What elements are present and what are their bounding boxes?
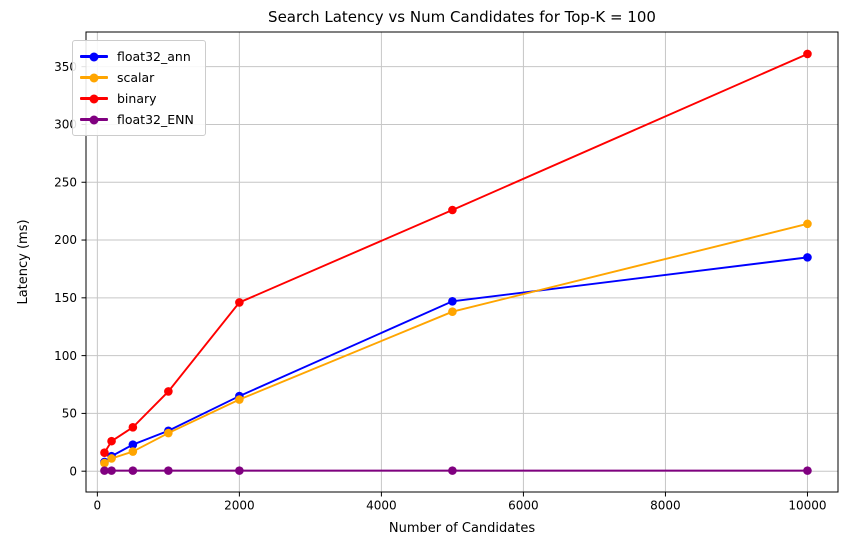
x-tick-label: 0 bbox=[94, 499, 102, 513]
legend-item-binary: binary bbox=[80, 88, 194, 109]
data-point-float32_ENN bbox=[235, 466, 244, 475]
data-point-scalar bbox=[164, 428, 173, 438]
legend-marker-icon bbox=[89, 73, 99, 82]
data-point-scalar bbox=[803, 219, 812, 229]
data-point-binary bbox=[164, 387, 173, 396]
legend-line-icon bbox=[80, 94, 108, 103]
data-point-scalar bbox=[235, 395, 244, 404]
data-point-float32_ENN bbox=[128, 466, 138, 475]
x-tick-label: 10000 bbox=[788, 499, 826, 513]
legend-item-scalar: scalar bbox=[80, 67, 194, 88]
data-point-float32_ann bbox=[803, 253, 812, 262]
data-point-binary bbox=[803, 49, 812, 59]
y-tick-label: 0 bbox=[69, 464, 77, 478]
axes-layer: 0 2000 4000 6000 8000 10000 0 50 100 150 200 250 300… bbox=[54, 31, 839, 513]
data-point-scalar bbox=[107, 454, 116, 463]
data-point-float32_ENN bbox=[164, 466, 173, 475]
legend-label: float32_ann bbox=[117, 49, 191, 64]
y-tick-label: 50 bbox=[62, 407, 77, 421]
series-line-binary bbox=[103, 53, 808, 454]
legend-label: scalar bbox=[117, 70, 155, 85]
legend-label: float32_ENN bbox=[117, 112, 194, 127]
y-tick-label: 250 bbox=[54, 175, 77, 189]
data-point-scalar bbox=[128, 447, 138, 456]
legend-line-icon bbox=[80, 115, 108, 124]
series-line-float32_ann bbox=[103, 256, 808, 463]
data-point-binary bbox=[448, 205, 457, 215]
data-point-scalar bbox=[448, 307, 457, 316]
x-tick-label: 6000 bbox=[508, 499, 539, 513]
legend-line-icon bbox=[80, 52, 108, 61]
legend-item-float32_ENN: float32_ENN bbox=[80, 109, 194, 130]
legend-label: binary bbox=[117, 91, 157, 106]
y-tick-label: 350 bbox=[54, 60, 77, 74]
y-tick-label: 200 bbox=[54, 233, 77, 247]
data-point-float32_ann bbox=[448, 296, 457, 306]
data-point-float32_ENN bbox=[803, 466, 812, 475]
grid-layer bbox=[86, 32, 838, 492]
series-line-scalar bbox=[103, 222, 808, 464]
data-point-float32_ann bbox=[128, 440, 138, 449]
legend-line-icon bbox=[80, 73, 108, 82]
plot-border bbox=[85, 31, 839, 493]
legend-marker-icon bbox=[89, 115, 99, 124]
series-layer bbox=[100, 49, 812, 475]
x-tick-label: 2000 bbox=[224, 499, 255, 513]
data-point-binary bbox=[128, 422, 138, 432]
data-point-float32_ENN bbox=[448, 466, 457, 475]
y-axis-label: Latency (ms) bbox=[16, 219, 31, 304]
y-tick-label: 300 bbox=[54, 118, 77, 132]
y-tick-label: 100 bbox=[54, 349, 77, 363]
y-tick-label: 150 bbox=[54, 291, 77, 305]
x-tick-label: 8000 bbox=[650, 499, 681, 513]
data-point-float32_ENN bbox=[100, 466, 109, 475]
data-point-binary bbox=[235, 298, 244, 307]
chart-title: Search Latency vs Num Candidates for Top… bbox=[268, 8, 656, 26]
legend-item-float32_ann: float32_ann bbox=[80, 46, 194, 67]
data-point-binary bbox=[100, 448, 109, 458]
legend-marker-icon bbox=[89, 94, 99, 103]
data-point-float32_ENN bbox=[107, 466, 116, 475]
data-point-binary bbox=[107, 436, 116, 446]
data-point-scalar bbox=[100, 458, 109, 468]
x-tick-label: 4000 bbox=[366, 499, 397, 513]
x-axis-label: Number of Candidates bbox=[389, 521, 535, 536]
legend-marker-icon bbox=[89, 52, 99, 61]
